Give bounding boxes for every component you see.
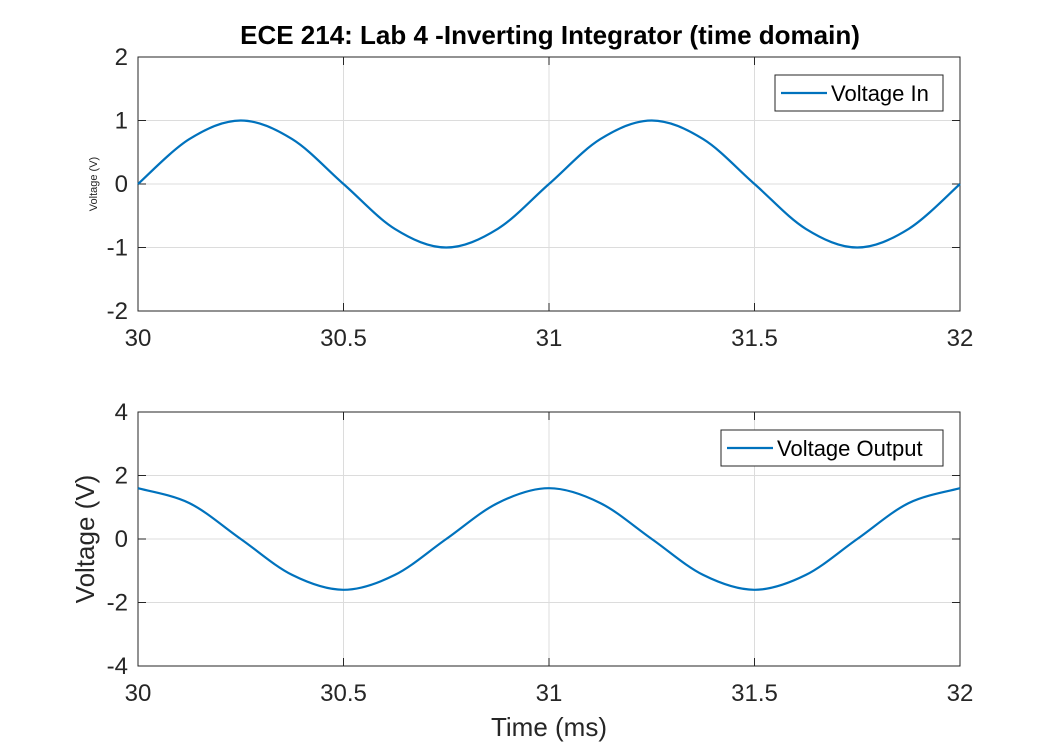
bottom-x-tick-label: 30.5: [320, 680, 367, 707]
bottom-y-tick-label: -2: [107, 590, 128, 617]
top-x-tick-label: 31.5: [731, 325, 778, 352]
bottom-x-tick-label: 31.5: [731, 680, 778, 707]
bottom-y-axis-label: Voltage (V): [70, 475, 100, 604]
top-series-line: [137, 119, 961, 249]
bottom-y-tick-label: 0: [115, 526, 128, 553]
top-x-tick-label: 31: [536, 325, 563, 352]
top-y-tick-label: 0: [115, 171, 128, 198]
bottom-x-tick-label: 32: [947, 680, 974, 707]
bottom-x-axis-label: Time (ms): [491, 712, 607, 742]
bottom-x-tick-label: 31: [536, 680, 563, 707]
bottom-y-tick-label: 4: [115, 399, 128, 426]
chart-title: ECE 214: Lab 4 -Inverting Integrator (ti…: [240, 20, 860, 50]
bottom-axes: 30 30.5 31 31.5 32 -4 -2 0 2 4 Voltage Output: [107, 399, 974, 707]
bottom-legend-label: Voltage Output: [777, 436, 923, 461]
top-x-tick-label: 30: [125, 325, 152, 352]
top-legend: Voltage In: [774, 74, 944, 112]
bottom-legend: Voltage Output: [720, 429, 944, 467]
top-axes: 30 30.5 31 31.5 32 -2 -1 0 1 2 Voltage In: [107, 44, 974, 352]
top-y-axis-label: Voltage (V): [88, 157, 100, 211]
bottom-y-tick-label: -4: [107, 653, 128, 680]
top-x-tick-label: 30.5: [320, 325, 367, 352]
bottom-y-tick-label: 2: [115, 463, 128, 490]
top-y-tick-label: -1: [107, 235, 128, 262]
bottom-x-tick-label: 30: [125, 680, 152, 707]
top-y-tick-label: -2: [107, 298, 128, 325]
top-y-tick-label: 1: [115, 108, 128, 135]
top-y-tick-label: 2: [115, 44, 128, 71]
top-legend-label: Voltage In: [831, 81, 929, 106]
bottom-series-line: [137, 487, 961, 591]
top-x-tick-label: 32: [947, 325, 974, 352]
